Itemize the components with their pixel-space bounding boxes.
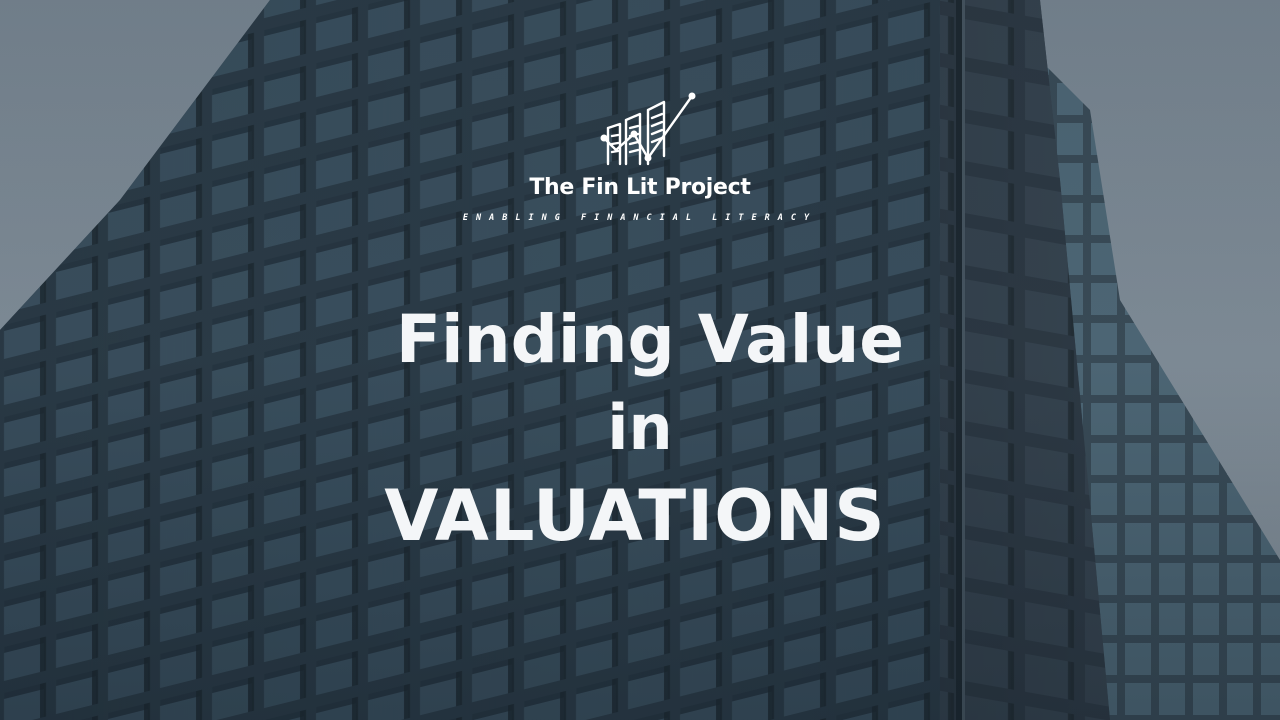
brand-name: The Fin Lit Project bbox=[529, 175, 751, 200]
headline-line-1: Finding Value bbox=[395, 301, 905, 378]
headline: Finding Value in VALUATIONS bbox=[340, 296, 960, 560]
headline-line-3: VALUATIONS bbox=[384, 475, 886, 557]
rising-bar-chart-icon bbox=[600, 92, 696, 166]
brand-tagline: ENABLING FINANCIAL LITERACY bbox=[462, 213, 818, 223]
headline-line-2: in bbox=[607, 391, 673, 464]
